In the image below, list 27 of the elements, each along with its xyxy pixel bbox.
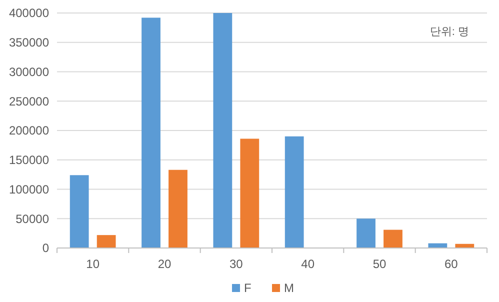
y-tick-label: 50000	[16, 212, 50, 226]
x-tick-label: 20	[158, 257, 172, 271]
bar	[142, 18, 160, 248]
legend-label: F	[244, 281, 252, 296]
x-tick-label: 40	[301, 257, 315, 271]
bar	[96, 235, 116, 248]
x-tick-label: 50	[372, 257, 386, 271]
y-tick-label: 100000	[8, 182, 50, 196]
bar	[284, 136, 304, 248]
x-tick-label: 30	[229, 257, 244, 271]
y-tick-label: 250000	[8, 94, 50, 108]
y-tick-label: 200000	[8, 124, 50, 138]
bar	[70, 175, 89, 248]
annotation: 단위: 명	[430, 26, 469, 38]
y-tick-label: 300000	[8, 64, 50, 79]
bar	[213, 13, 232, 248]
bar	[168, 170, 188, 248]
y-tick-label: 400000	[8, 6, 50, 20]
x-tick-label: 10	[86, 257, 100, 271]
bar	[240, 138, 260, 248]
y-tick-label: 150000	[8, 153, 50, 168]
legend-label: M	[284, 281, 294, 296]
y-tick-label: 350000	[8, 36, 50, 50]
bar	[356, 218, 376, 248]
y-tick-label: 0	[42, 241, 50, 256]
x-tick-label: 60	[444, 257, 458, 271]
bar	[384, 230, 402, 248]
